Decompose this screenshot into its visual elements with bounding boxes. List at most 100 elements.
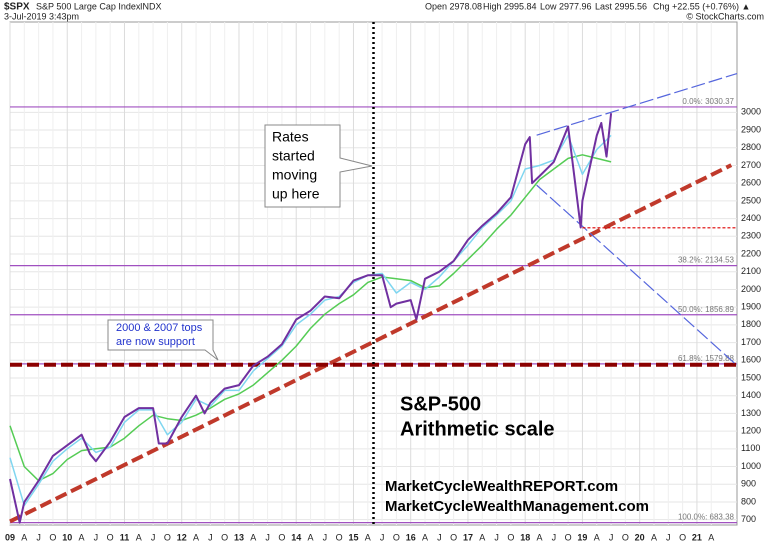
x-tick-label: O (278, 532, 285, 542)
callout-text: up here (272, 186, 320, 202)
x-tick-label: O (107, 532, 114, 542)
y-tick-label: 1300 (741, 408, 761, 418)
x-tick-label: J (94, 532, 99, 542)
support-box (107, 319, 219, 361)
trend-line (536, 184, 738, 366)
support-text: are now support (116, 336, 195, 348)
x-tick-label: J (208, 532, 213, 542)
x-tick-label: A (365, 532, 371, 542)
quote: High 2995.84 (483, 1, 537, 11)
x-tick-label: A (537, 532, 543, 542)
y-tick-label: 2700 (741, 160, 761, 170)
big-subtitle: Arithmetic scale (400, 418, 555, 440)
fib-label: 0.0%: 3030.37 (682, 97, 734, 106)
x-tick-label: J (151, 532, 156, 542)
y-tick-label: 1100 (741, 443, 760, 453)
x-tick-label: A (479, 532, 485, 542)
y-tick-label: 2500 (741, 195, 761, 205)
y-tick-label: 2100 (741, 266, 761, 276)
y-tick-label: 1900 (741, 302, 761, 312)
y-tick-label: 900 (741, 479, 756, 489)
callout-text: Rates (272, 129, 309, 145)
y-tick-label: 700 (741, 514, 756, 524)
x-tick-label: A (708, 532, 714, 542)
x-tick-label: 21 (692, 532, 702, 542)
big-title: S&P-500 (400, 393, 481, 415)
x-tick-label: A (193, 532, 199, 542)
x-tick-label: O (336, 532, 343, 542)
datetime: 3-Jul-2019 3:43pm (4, 11, 79, 21)
y-tick-label: 2000 (741, 284, 761, 294)
y-tick-label: 2400 (741, 213, 761, 223)
x-tick-label: J (609, 532, 614, 542)
y-tick-label: 1600 (741, 355, 761, 365)
fib-label: 38.2%: 2134.53 (678, 256, 735, 265)
y-tick-label: 2600 (741, 178, 761, 188)
credit: © StockCharts.com (686, 11, 764, 21)
exchange: INDX (140, 1, 162, 11)
y-tick-label: 2800 (741, 142, 761, 152)
y-tick-label: 2900 (741, 124, 761, 134)
x-tick-label: A (651, 532, 657, 542)
x-tick-label: 15 (348, 532, 358, 542)
x-tick-label: J (323, 532, 328, 542)
quote: Open 2978.08 (425, 1, 482, 11)
x-tick-label: A (21, 532, 27, 542)
x-tick-label: 10 (62, 532, 72, 542)
x-tick-label: O (393, 532, 400, 542)
x-tick-label: J (494, 532, 499, 542)
callout-box (264, 124, 373, 208)
x-tick-label: A (308, 532, 314, 542)
y-tick-label: 2300 (741, 231, 761, 241)
x-tick-label: A (594, 532, 600, 542)
y-tick-label: 1200 (741, 426, 761, 436)
x-tick-label: J (380, 532, 385, 542)
x-tick-label: O (221, 532, 228, 542)
fib-label: 61.8%: 1579.88 (678, 354, 735, 363)
x-tick-label: J (552, 532, 557, 542)
quote: Chg +22.55 (+0.76%) ▲ (653, 1, 750, 11)
y-tick-label: 2200 (741, 248, 761, 258)
y-tick-label: 1500 (741, 372, 761, 382)
x-tick-label: A (250, 532, 256, 542)
index-name: S&P 500 Large Cap Index (36, 1, 141, 11)
quote: Low 2977.96 (540, 1, 592, 11)
x-tick-label: 11 (120, 532, 130, 542)
x-tick-label: J (265, 532, 270, 542)
fib-label: 100.0%: 683.38 (678, 513, 735, 522)
x-tick-label: O (622, 532, 629, 542)
x-tick-label: O (164, 532, 171, 542)
x-tick-label: O (450, 532, 457, 542)
x-tick-label: J (36, 532, 41, 542)
callout-text: moving (272, 167, 317, 183)
quote: Last 2995.56 (595, 1, 647, 11)
x-tick-label: O (49, 532, 56, 542)
x-tick-label: 19 (577, 532, 587, 542)
callout-text: started (272, 148, 315, 164)
x-tick-label: O (679, 532, 686, 542)
price-line (9, 134, 612, 507)
y-tick-label: 800 (741, 496, 756, 506)
trend-line (536, 72, 738, 136)
support-text: 2000 & 2007 tops (116, 322, 203, 334)
y-tick-label: 3000 (741, 107, 761, 117)
symbol: $SPX (4, 2, 30, 13)
url: MarketCycleWealthManagement.com (385, 498, 649, 515)
x-tick-label: A (136, 532, 142, 542)
x-tick-label: J (666, 532, 671, 542)
x-tick-label: 18 (520, 532, 530, 542)
x-tick-label: 20 (635, 532, 645, 542)
x-tick-label: 09 (5, 532, 15, 542)
x-tick-label: J (437, 532, 442, 542)
x-tick-label: A (79, 532, 85, 542)
price-line (9, 113, 613, 524)
x-tick-label: 13 (234, 532, 244, 542)
url: MarketCycleWealthREPORT.com (385, 478, 618, 495)
fib-label: 50.0%: 1856.89 (678, 305, 735, 314)
x-tick-label: O (507, 532, 514, 542)
x-tick-label: A (422, 532, 428, 542)
y-tick-label: 1700 (741, 337, 761, 347)
x-tick-label: 16 (406, 532, 416, 542)
